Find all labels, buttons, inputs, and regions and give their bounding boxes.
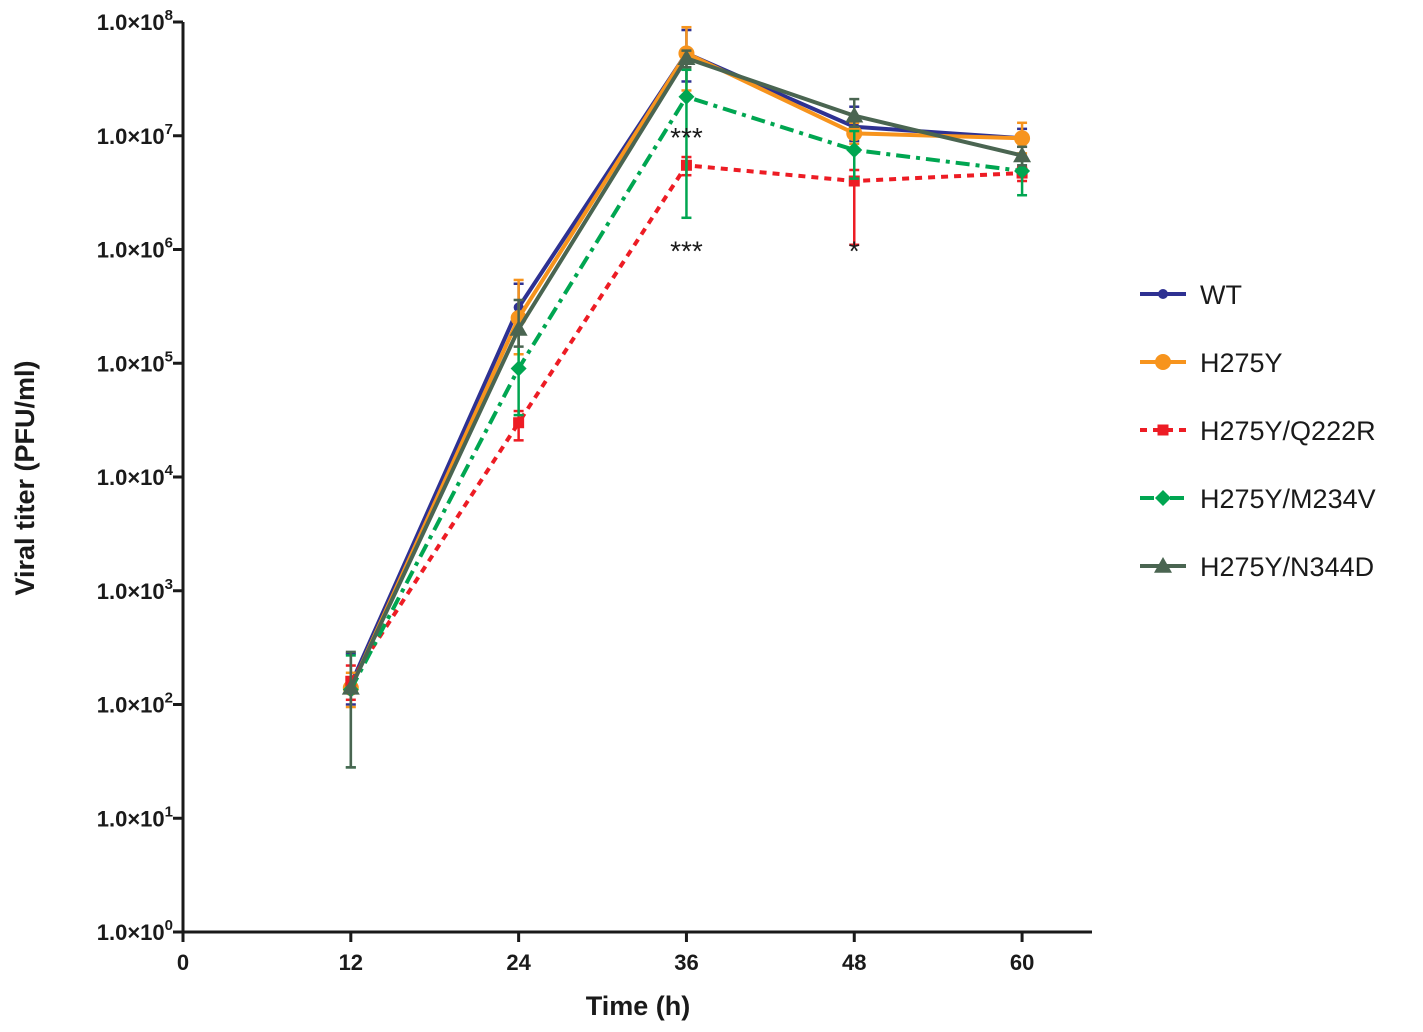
point-marker xyxy=(1155,490,1171,506)
series-layer xyxy=(341,25,1032,769)
x-tick-label: 36 xyxy=(674,950,698,975)
significance-label: * xyxy=(849,236,860,267)
x-tick-label: 60 xyxy=(1010,950,1034,975)
legend-item: H275Y xyxy=(1140,348,1283,378)
legend-item: H275Y/N344D xyxy=(1140,552,1374,582)
y-tick-label: 1.0×108 xyxy=(97,7,173,35)
point-marker xyxy=(1155,354,1171,370)
point-marker xyxy=(848,175,860,187)
y-tick-label: 1.0×102 xyxy=(97,690,173,718)
legend: WT H275Y H275Y/Q222R H275Y/M234V H275Y/N344D xyxy=(1140,280,1376,582)
y-tick-label: 1.0×103 xyxy=(97,576,173,604)
point-marker xyxy=(1013,146,1032,163)
legend-label: H275Y/N344D xyxy=(1200,552,1374,582)
y-tick-label: 1.0×100 xyxy=(97,917,173,945)
y-tick-label: 1.0×106 xyxy=(97,235,173,263)
point-marker xyxy=(1014,130,1031,147)
point-marker xyxy=(1154,557,1172,573)
y-tick-label: 1.0×101 xyxy=(97,803,173,831)
y-tick-label: 1.0×105 xyxy=(97,348,173,376)
annotations: ****** * xyxy=(670,122,860,267)
point-marker xyxy=(845,106,864,123)
point-marker xyxy=(341,678,360,695)
point-marker xyxy=(513,417,525,429)
series-h275y-n344d xyxy=(341,49,1032,769)
point-marker xyxy=(846,141,863,158)
series-h275y-m234v xyxy=(342,68,1031,769)
point-marker xyxy=(1014,162,1031,179)
point-marker xyxy=(677,49,696,66)
point-marker xyxy=(678,88,695,105)
significance-label: *** xyxy=(670,122,703,153)
x-axis-title: Time (h) xyxy=(586,991,691,1021)
point-marker xyxy=(510,360,527,377)
significance-label: *** xyxy=(670,236,703,267)
x-tick-label: 0 xyxy=(177,950,189,975)
legend-label: H275Y/Q222R xyxy=(1200,416,1376,446)
y-tick-label: 1.0×104 xyxy=(97,462,174,490)
y-axis-title: Viral titer (PFU/ml) xyxy=(10,360,40,595)
x-tick-label: 24 xyxy=(506,950,531,975)
point-marker xyxy=(509,320,528,336)
legend-label: H275Y xyxy=(1200,348,1283,378)
legend-item: WT xyxy=(1140,280,1242,310)
point-marker xyxy=(1157,424,1169,436)
axes: 1.0×100 1.0×101 1.0×102 1.0×103 1.0×104 1.0×1… xyxy=(97,7,1092,975)
legend-label: H275Y/M234V xyxy=(1200,484,1376,514)
legend-item: H275Y/Q222R xyxy=(1140,416,1376,446)
x-tick-label: 48 xyxy=(842,950,866,975)
y-tick-label: 1.0×107 xyxy=(97,121,173,149)
point-marker xyxy=(1158,289,1168,299)
legend-item: H275Y/M234V xyxy=(1140,484,1376,514)
legend-label: WT xyxy=(1200,280,1242,310)
x-tick-label: 12 xyxy=(339,950,363,975)
